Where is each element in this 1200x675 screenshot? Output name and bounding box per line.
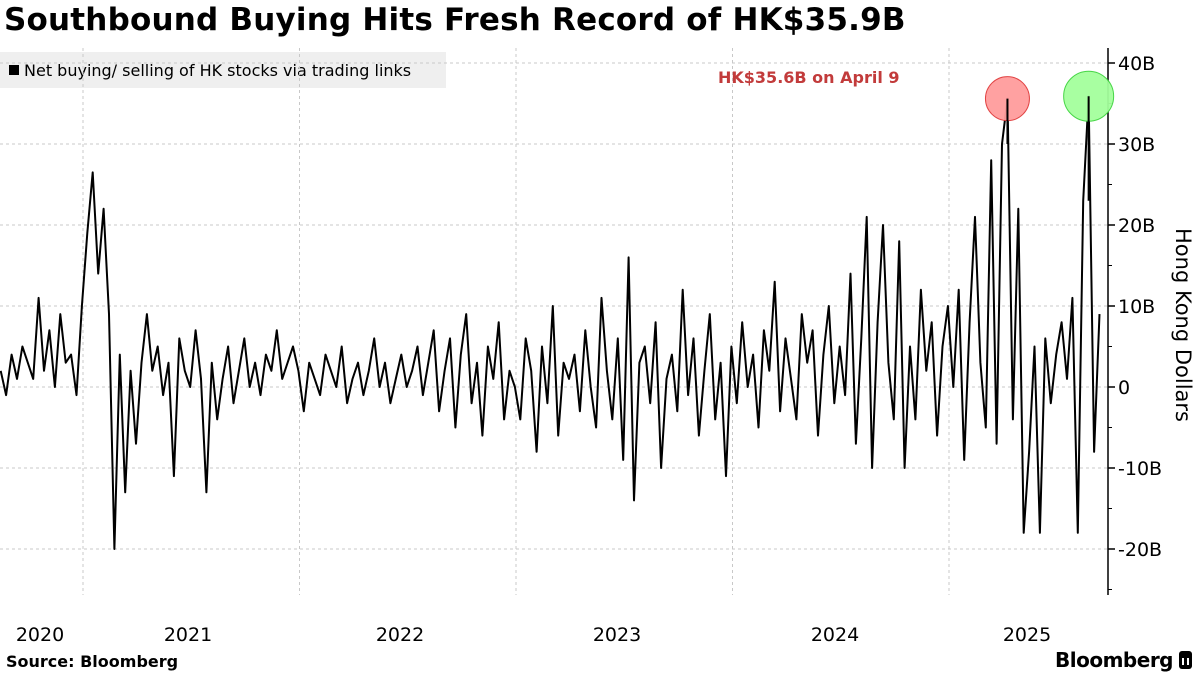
y-tick-label: 20B (1118, 215, 1155, 237)
x-tick-label: 2024 (811, 624, 859, 646)
x-tick-label: 2020 (16, 624, 64, 646)
legend-swatch (9, 65, 19, 75)
legend: Net buying/ selling of HK stocks via tra… (0, 52, 446, 88)
y-tick-label: -20B (1118, 539, 1162, 561)
x-tick-label: 2022 (376, 624, 424, 646)
legend-label: Net buying/ selling of HK stocks via tra… (24, 60, 412, 80)
y-axis-title: Hong Kong Dollars (1171, 228, 1195, 422)
source-note: Source: Bloomberg (6, 652, 179, 671)
annotation-label: HK$35.6B on April 9 (718, 68, 900, 87)
chart-title: Southbound Buying Hits Fresh Record of H… (4, 2, 906, 38)
x-tick-label: 2023 (593, 624, 641, 646)
logo-text: Bloomberg (1055, 648, 1173, 672)
y-tick-label: 0 (1118, 377, 1130, 399)
bloomberg-logo: Bloomberg (1055, 648, 1192, 672)
x-tick-label: 2025 (1003, 624, 1051, 646)
x-tick-label: 2021 (164, 624, 212, 646)
series-line (0, 95, 1101, 550)
y-tick-label: 10B (1118, 296, 1155, 318)
bloomberg-terminal-icon (1179, 651, 1192, 669)
y-tick-label: 40B (1118, 53, 1155, 75)
y-tick-label: 30B (1118, 134, 1155, 156)
y-tick-label: -10B (1118, 458, 1162, 480)
